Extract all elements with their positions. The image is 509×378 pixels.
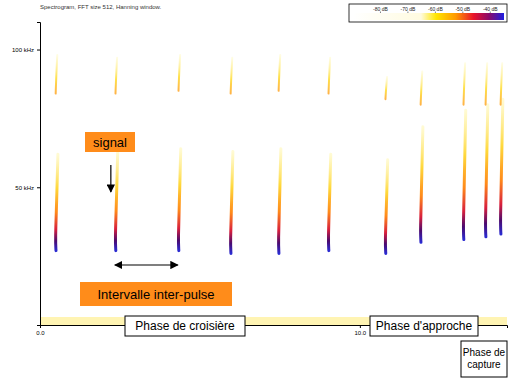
harmonic (501, 63, 503, 104)
colorbar-label: -80 dB (373, 6, 388, 12)
harmonic (115, 58, 117, 94)
y-tick-label: 50 kHz (15, 185, 34, 191)
phase-label: Phase de croisière (135, 319, 235, 333)
colorbar-tick (435, 12, 436, 14)
colorbar-gradient (353, 13, 504, 20)
x-tick-label: 0.0 (36, 330, 45, 336)
pulse (486, 105, 488, 237)
phase-box (461, 341, 507, 377)
y-tick: 50 kHz (15, 185, 40, 191)
signal-box (85, 132, 135, 152)
title: Spectrogram, FFT size 512, Hanning windo… (40, 4, 162, 10)
x-tick-mark (360, 325, 361, 328)
pulse (178, 149, 180, 251)
colorbar-label: -70 dB (401, 6, 416, 12)
signal-label: signal (93, 135, 127, 150)
phase-label: Phase decapture (463, 347, 506, 370)
interval-arrow (115, 264, 178, 265)
x-tick: 10.0 (355, 325, 367, 336)
harmonic (179, 55, 181, 91)
phase-box (370, 316, 478, 336)
y-tick: 100 kHz (12, 47, 40, 53)
y-tick-label: 100 kHz (12, 47, 34, 53)
harmonic (463, 63, 465, 104)
signal-arrow (110, 165, 111, 192)
colorbar-tick (380, 12, 381, 14)
y-axis-line (37, 23, 41, 326)
x-tick: 0.0 (36, 325, 45, 336)
x-tick-label: 10.0 (355, 330, 367, 336)
pulse (328, 154, 330, 250)
phase-label: Phase d'approche (376, 319, 473, 333)
phase-box (125, 316, 245, 336)
colorbar-tick (462, 12, 463, 14)
pulse (115, 151, 117, 250)
colorbar-label: -60 dB (428, 6, 443, 12)
colorbar: -80 dB -70 dB -60 dB -50 dB -40 dB (349, 4, 507, 22)
plot-area (40, 55, 507, 325)
colorbar-label: -40 dB (483, 6, 498, 12)
phase-label-line: Phase de (463, 347, 506, 358)
pulse (231, 151, 233, 253)
colorbar-frame (349, 4, 507, 22)
harmonic (486, 63, 488, 104)
y-tick-mark (37, 50, 40, 51)
pulse (421, 127, 423, 243)
harmonic (56, 55, 58, 94)
y-tick-mark (37, 187, 40, 188)
annotations: signal Intervalle inter-pulse Phase de cro… (80, 132, 507, 377)
harmonic (279, 55, 281, 91)
pulse (501, 99, 503, 234)
phase-label-line: capture (467, 359, 501, 370)
colorbar-label: -50 dB (455, 6, 470, 12)
colorbar-tick (490, 12, 491, 14)
harmonic (421, 72, 423, 105)
harmonic (231, 58, 233, 94)
y-axis: 50 kHz 100 kHz (12, 23, 41, 326)
pulse (279, 149, 281, 254)
pulse (385, 160, 387, 254)
chart: Spectrogram, FFT size 512, Hanning windo… (0, 0, 509, 378)
pulse (56, 154, 58, 250)
interval-box (80, 282, 232, 306)
pulse (463, 110, 465, 239)
harmonic (329, 58, 331, 94)
interval-label: Intervalle inter-pulse (97, 287, 214, 302)
harmonic (385, 77, 387, 99)
colorbar-tick (407, 12, 408, 14)
